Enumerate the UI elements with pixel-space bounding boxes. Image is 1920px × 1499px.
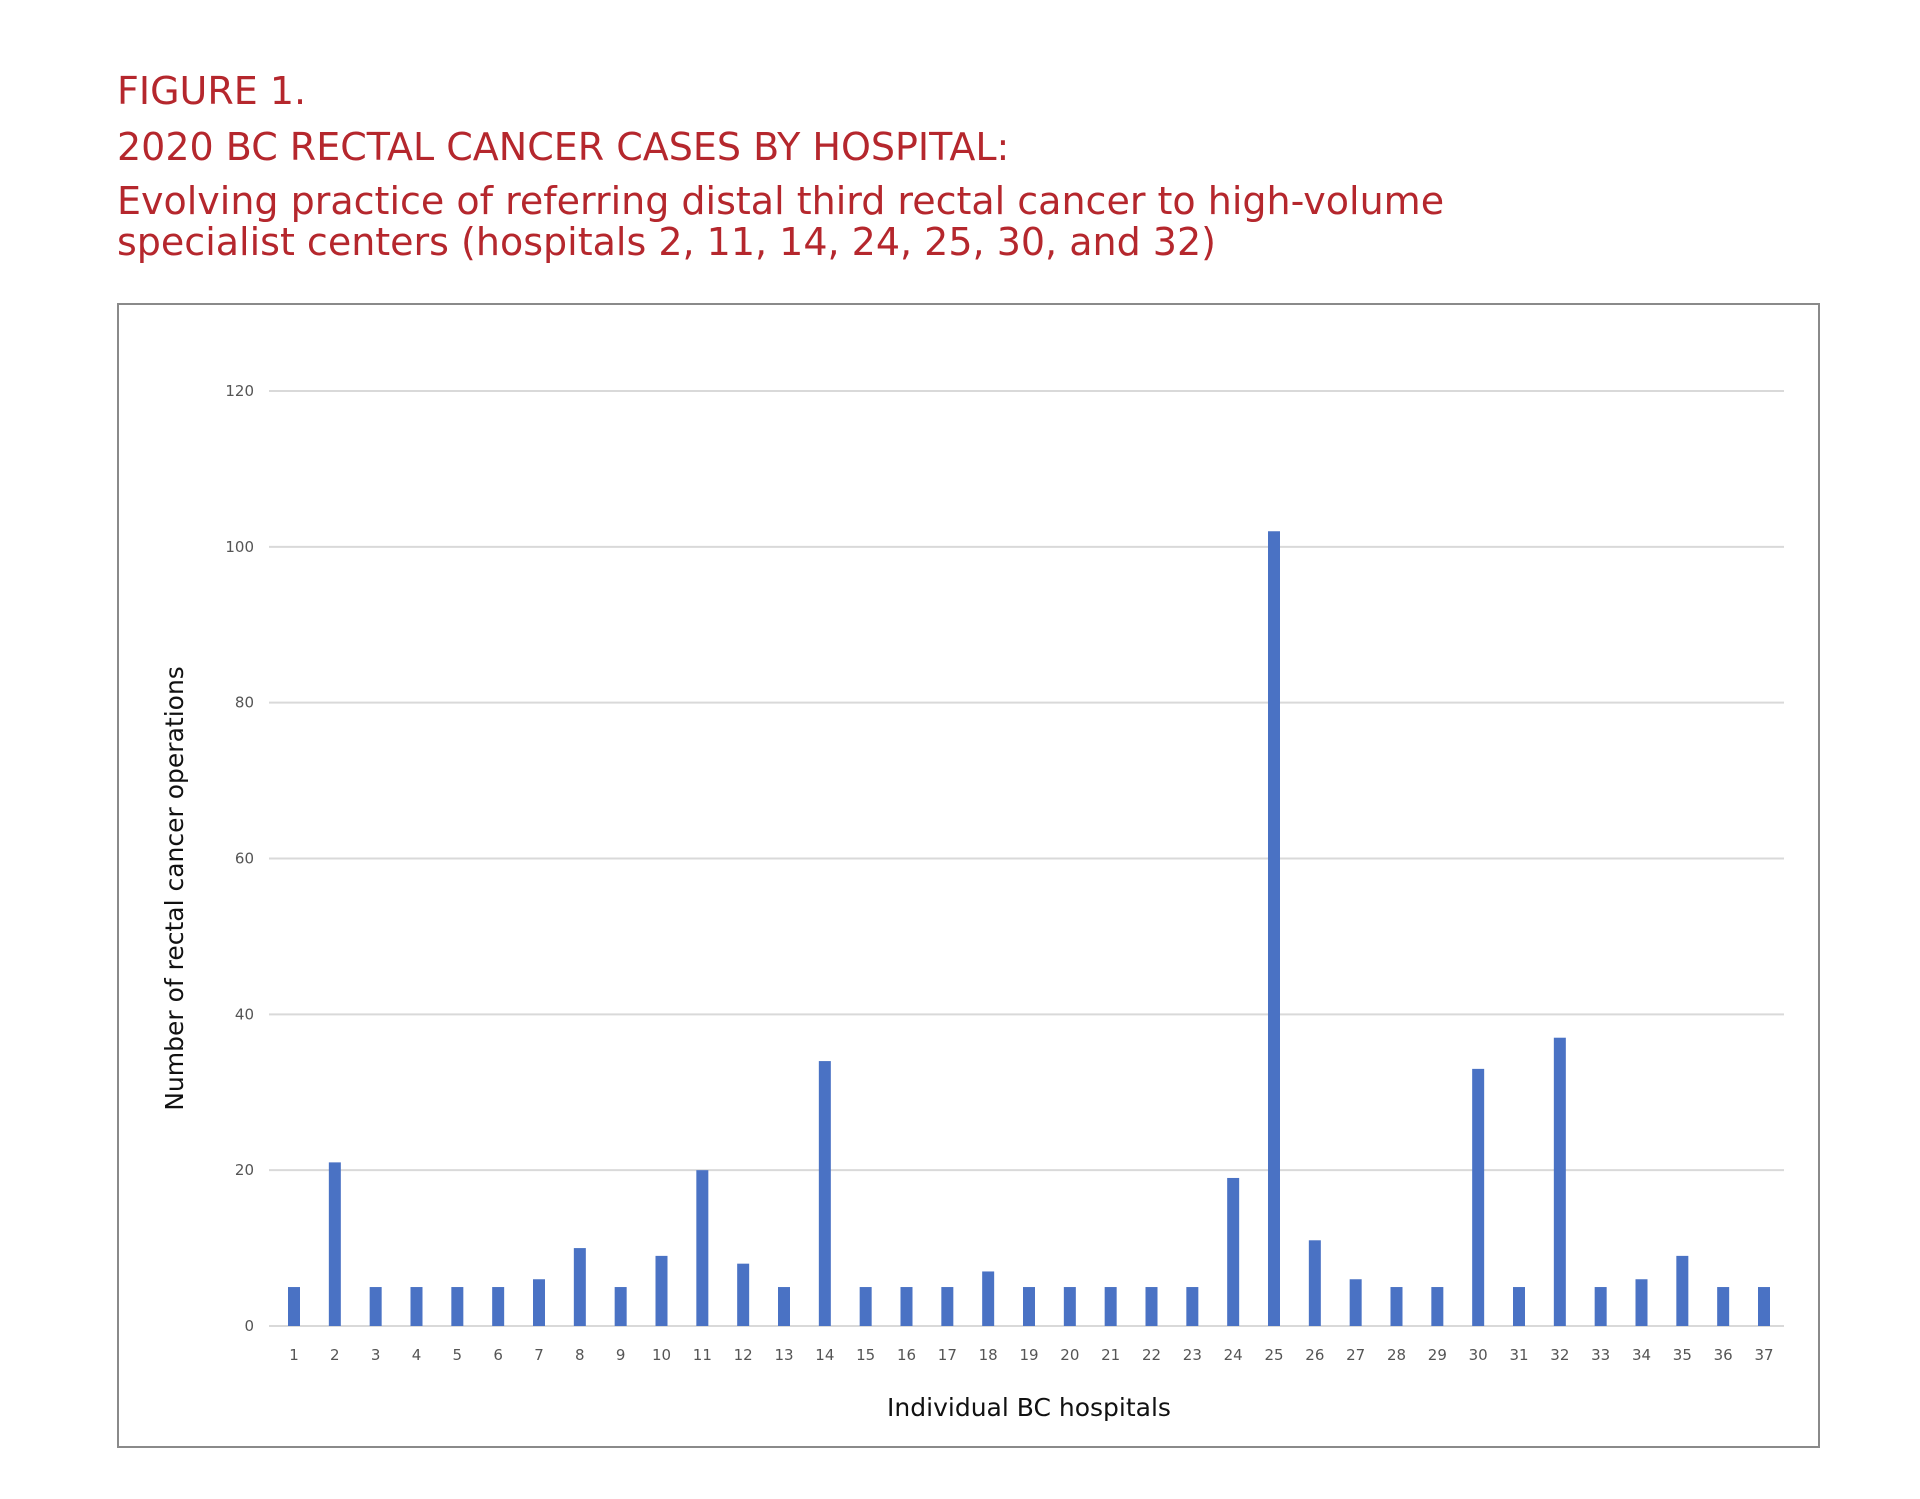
bar-hospital-15 (859, 1287, 872, 1326)
bar-hospital-16 (900, 1287, 913, 1326)
x-axis-tick-labels: 1 2 3 4 5 6 7 8 9 10 11 12 13 14 15 16 17 18 19 20 21 22 23 24 2… (289, 1346, 1773, 1364)
bar-hospital-6 (492, 1287, 505, 1326)
bar-hospital-5 (451, 1287, 464, 1326)
bar-hospital-33 (1594, 1287, 1607, 1326)
bar-hospital-7 (533, 1279, 545, 1326)
x-tick-label: 7 (534, 1346, 544, 1364)
bar-hospital-3 (369, 1287, 382, 1326)
x-tick-label: 10 (652, 1346, 671, 1364)
bar-hospital-11 (696, 1170, 709, 1326)
figure-heading: FIGURE 1. 2020 BC RECTAL CANCER CASES BY… (117, 69, 1817, 265)
x-tick-label: 4 (412, 1346, 422, 1364)
bar-hospital-21 (1104, 1287, 1117, 1326)
bar-hospital-4 (410, 1287, 423, 1326)
x-tick-label: 33 (1591, 1346, 1610, 1364)
x-tick-label: 37 (1754, 1346, 1773, 1364)
y-tick-label: 80 (235, 694, 254, 712)
x-tick-label: 22 (1142, 1346, 1161, 1364)
x-tick-label: 9 (616, 1346, 626, 1364)
x-tick-label: 11 (693, 1346, 712, 1364)
bar-hospital-20 (1063, 1287, 1076, 1326)
bar-hospital-17 (941, 1287, 954, 1326)
bar-hospital-29 (1431, 1287, 1444, 1326)
bar-hospital-13 (778, 1287, 790, 1326)
bar-hospital-10 (655, 1255, 668, 1326)
bars (288, 531, 1770, 1326)
y-tick-label: 100 (225, 538, 254, 556)
x-tick-label: 25 (1264, 1346, 1283, 1364)
x-tick-label: 30 (1469, 1346, 1488, 1364)
x-tick-label: 17 (938, 1346, 957, 1364)
bar-hospital-22 (1145, 1287, 1158, 1326)
figure-subtitle-line-1: Evolving practice of referring distal th… (117, 179, 1445, 224)
y-tick-label: 120 (225, 382, 254, 400)
x-tick-label: 21 (1101, 1346, 1120, 1364)
bar-hospital-35 (1676, 1255, 1689, 1326)
x-tick-label: 19 (1019, 1346, 1038, 1364)
x-tick-label: 24 (1224, 1346, 1243, 1364)
x-tick-label: 34 (1632, 1346, 1651, 1364)
gridlines (269, 390, 1784, 1327)
x-tick-label: 8 (575, 1346, 585, 1364)
bar-hospital-8 (573, 1248, 586, 1326)
x-tick-label: 5 (453, 1346, 463, 1364)
figure-title: 2020 BC RECTAL CANCER CASES BY HOSPITAL: (117, 124, 1010, 169)
bar-hospital-14 (818, 1061, 831, 1326)
bar-hospital-28 (1390, 1287, 1403, 1326)
x-tick-label: 18 (979, 1346, 998, 1364)
x-tick-label: 26 (1305, 1346, 1324, 1364)
bar-hospital-30 (1472, 1068, 1485, 1326)
x-tick-label: 1 (289, 1346, 299, 1364)
bar-hospital-18 (982, 1271, 995, 1326)
x-tick-label: 14 (815, 1346, 834, 1364)
x-tick-label: 13 (774, 1346, 793, 1364)
x-tick-label: 36 (1714, 1346, 1733, 1364)
x-tick-label: 15 (856, 1346, 875, 1364)
y-axis-title: Number of rectal cancer operations (160, 666, 189, 1111)
x-tick-label: 12 (734, 1346, 753, 1364)
bar-hospital-1 (288, 1287, 300, 1326)
y-tick-label: 60 (235, 850, 254, 868)
y-tick-label: 0 (244, 1317, 254, 1335)
bar-hospital-23 (1186, 1287, 1199, 1326)
bar-hospital-19 (1023, 1287, 1035, 1326)
x-axis-title: Individual BC hospitals (887, 1393, 1171, 1422)
x-tick-label: 6 (493, 1346, 503, 1364)
x-tick-label: 32 (1550, 1346, 1569, 1364)
x-tick-label: 31 (1509, 1346, 1528, 1364)
bar-hospital-2 (328, 1162, 341, 1326)
bar-hospital-12 (737, 1263, 750, 1326)
x-tick-label: 2 (330, 1346, 340, 1364)
y-tick-label: 40 (235, 1005, 254, 1023)
x-tick-label: 29 (1428, 1346, 1447, 1364)
bar-hospital-9 (614, 1287, 627, 1326)
bar-hospital-26 (1308, 1240, 1321, 1326)
bar-hospital-25 (1268, 531, 1280, 1326)
chart-frame: 0 20 40 60 80 100 120 1 2 3 4 5 6 7 8 9 10 11 12 13 14 15 16 1… (117, 303, 1820, 1448)
y-axis-tick-labels: 0 20 40 60 80 100 120 (225, 382, 254, 1335)
bar-hospital-31 (1513, 1287, 1525, 1326)
bar-hospital-24 (1227, 1177, 1240, 1326)
figure-subtitle-line-2: specialist centers (hospitals 2, 11, 14,… (117, 220, 1216, 265)
x-tick-label: 16 (897, 1346, 916, 1364)
y-tick-label: 20 (235, 1161, 254, 1179)
x-tick-label: 3 (371, 1346, 381, 1364)
bar-hospital-36 (1717, 1287, 1730, 1326)
bar-hospital-32 (1553, 1037, 1566, 1326)
x-tick-label: 20 (1060, 1346, 1079, 1364)
x-tick-label: 28 (1387, 1346, 1406, 1364)
bar-hospital-37 (1758, 1287, 1770, 1326)
bar-hospital-34 (1635, 1279, 1648, 1326)
bar-hospital-27 (1349, 1279, 1362, 1326)
figure-label: FIGURE 1. (117, 69, 307, 113)
x-tick-label: 23 (1183, 1346, 1202, 1364)
x-tick-label: 27 (1346, 1346, 1365, 1364)
x-tick-label: 35 (1673, 1346, 1692, 1364)
